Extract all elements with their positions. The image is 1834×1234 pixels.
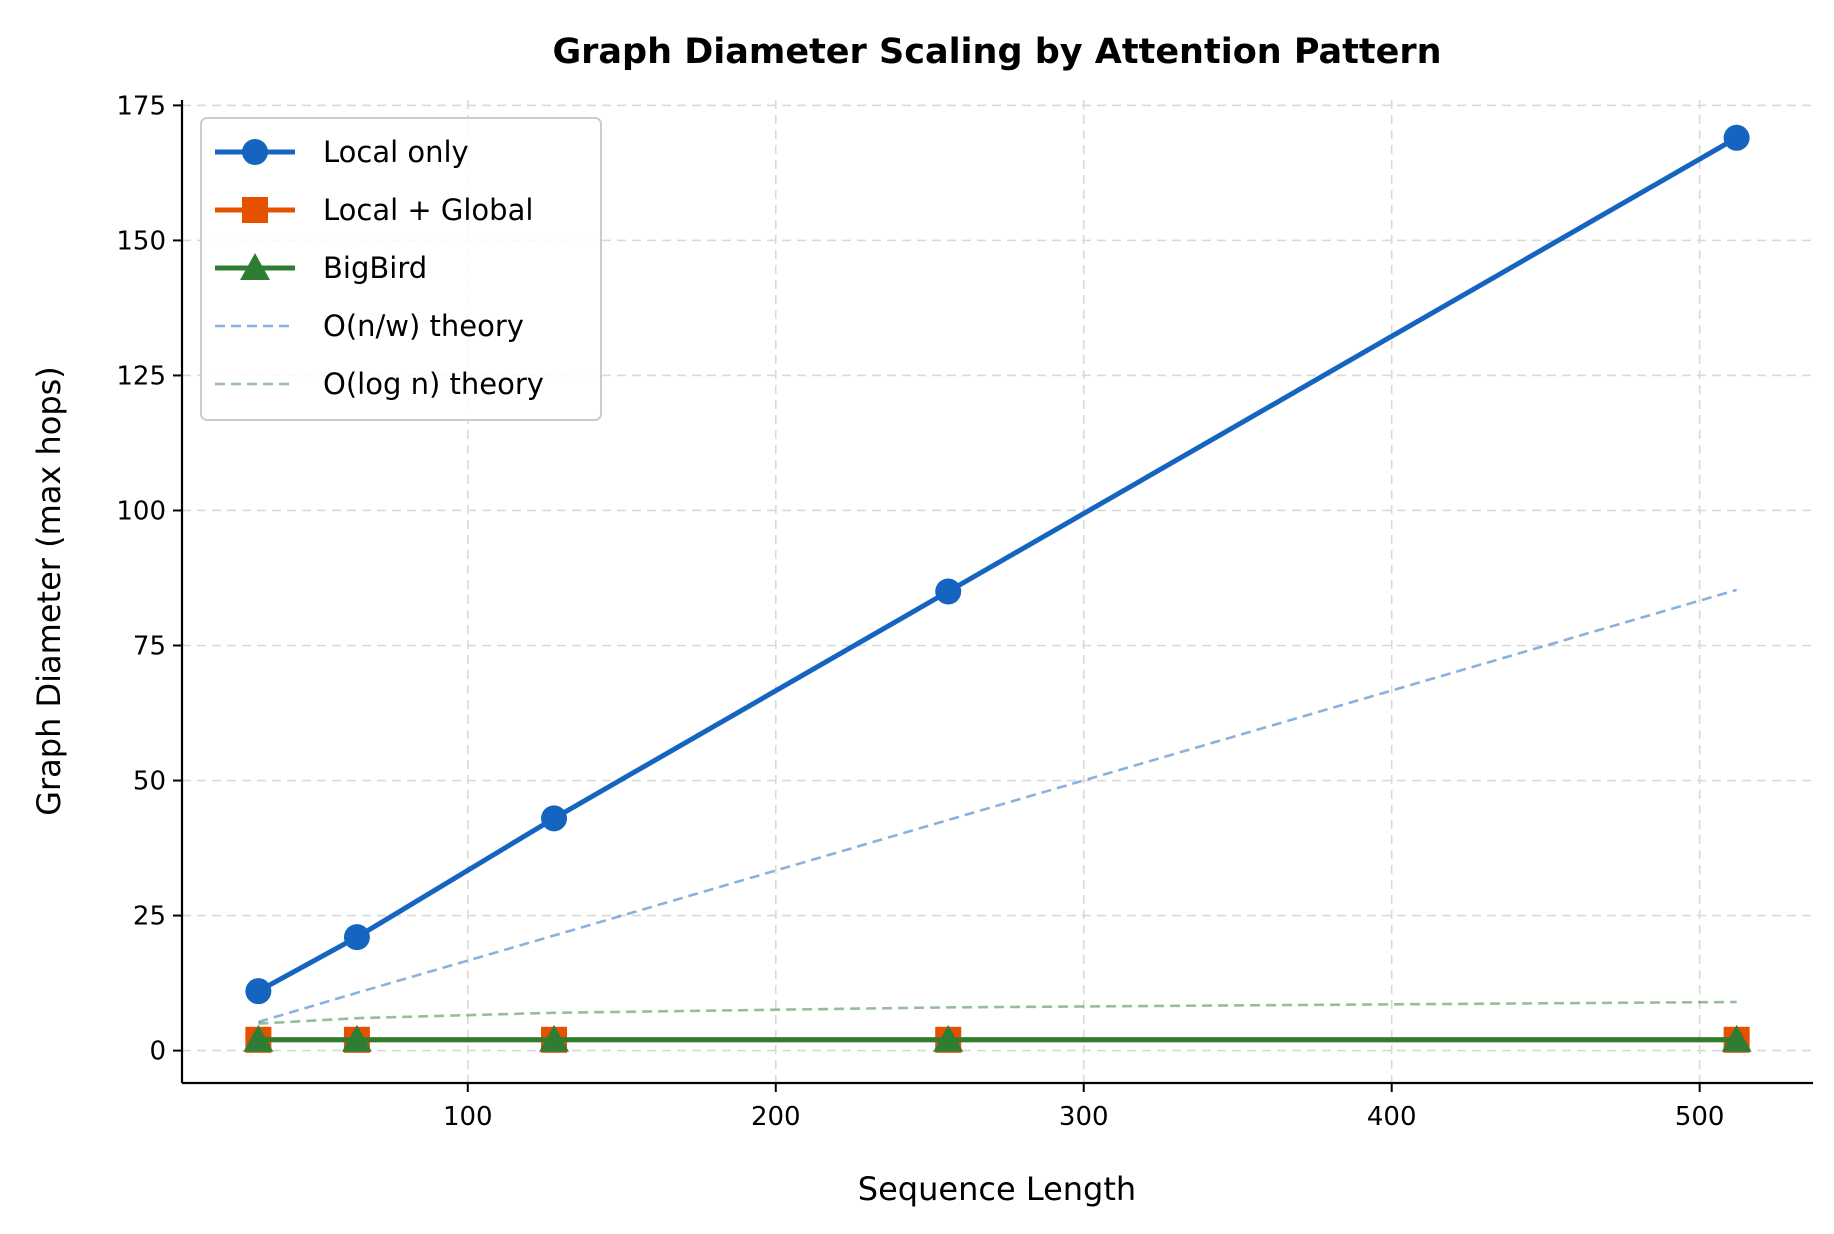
data-point [1721, 1024, 1752, 1052]
data-point [243, 1024, 274, 1052]
series-layer [243, 124, 1752, 1053]
legend-label: Local only [323, 135, 469, 169]
y-tick-label: 100 [116, 496, 166, 526]
series-local-only [245, 124, 1750, 1005]
x-tick-label: 300 [1059, 1102, 1109, 1132]
data-point [1723, 124, 1750, 151]
legend-label: O(n/w) theory [323, 309, 524, 343]
x-tick-label: 100 [443, 1102, 493, 1132]
x-tick-label: 400 [1367, 1102, 1417, 1132]
x-tick-label: 200 [751, 1102, 801, 1132]
legend-item: O(log n) theory [215, 367, 544, 401]
y-tick-label: 150 [116, 226, 166, 256]
series-line [258, 588, 1737, 1024]
y-tick-label: 175 [116, 91, 166, 121]
series-bigbird [243, 1024, 1752, 1052]
y-tick-label: 125 [116, 361, 166, 391]
legend-item: BigBird [215, 251, 427, 285]
legend-item: Local only [215, 135, 469, 169]
legend-marker [242, 197, 268, 223]
legend: Local only Local + Global BigBird O(n/w) th… [200, 117, 602, 421]
y-tick-label: 50 [133, 767, 166, 797]
x-axis-label: Sequence Length [858, 1170, 1136, 1208]
data-point [341, 1024, 372, 1052]
data-point [541, 805, 568, 832]
chart-title: Graph Diameter Scaling by Attention Patt… [552, 32, 1441, 72]
legend-item: Local + Global [215, 193, 533, 227]
data-point [539, 1024, 569, 1052]
data-point [343, 924, 370, 951]
x-tick-label: 500 [1675, 1102, 1725, 1132]
data-point [933, 1024, 964, 1052]
data-point [245, 978, 272, 1005]
series-o-n-w-theory [258, 588, 1737, 1024]
axes-layer [180, 100, 1813, 1085]
y-tick-label: 25 [133, 902, 166, 932]
legend-marker [240, 253, 270, 280]
legend-label: O(log n) theory [323, 367, 544, 401]
data-point [935, 578, 962, 605]
series-o-log-n-theory [258, 1000, 1737, 1025]
legend-box [200, 117, 602, 421]
legend-marker [242, 139, 268, 165]
legend-label: BigBird [323, 251, 427, 285]
y-tick-label: 75 [133, 632, 166, 662]
legend-item: O(n/w) theory [215, 309, 524, 343]
y-axis-label: Graph Diameter (max hops) [30, 366, 68, 816]
ticks-layer: 100 200 300 400 500 0 25 50 75 100 125 150 175 [116, 91, 1724, 1132]
series-line [258, 1000, 1737, 1025]
y-tick-label: 0 [149, 1037, 166, 1067]
legend-label: Local + Global [323, 193, 533, 227]
